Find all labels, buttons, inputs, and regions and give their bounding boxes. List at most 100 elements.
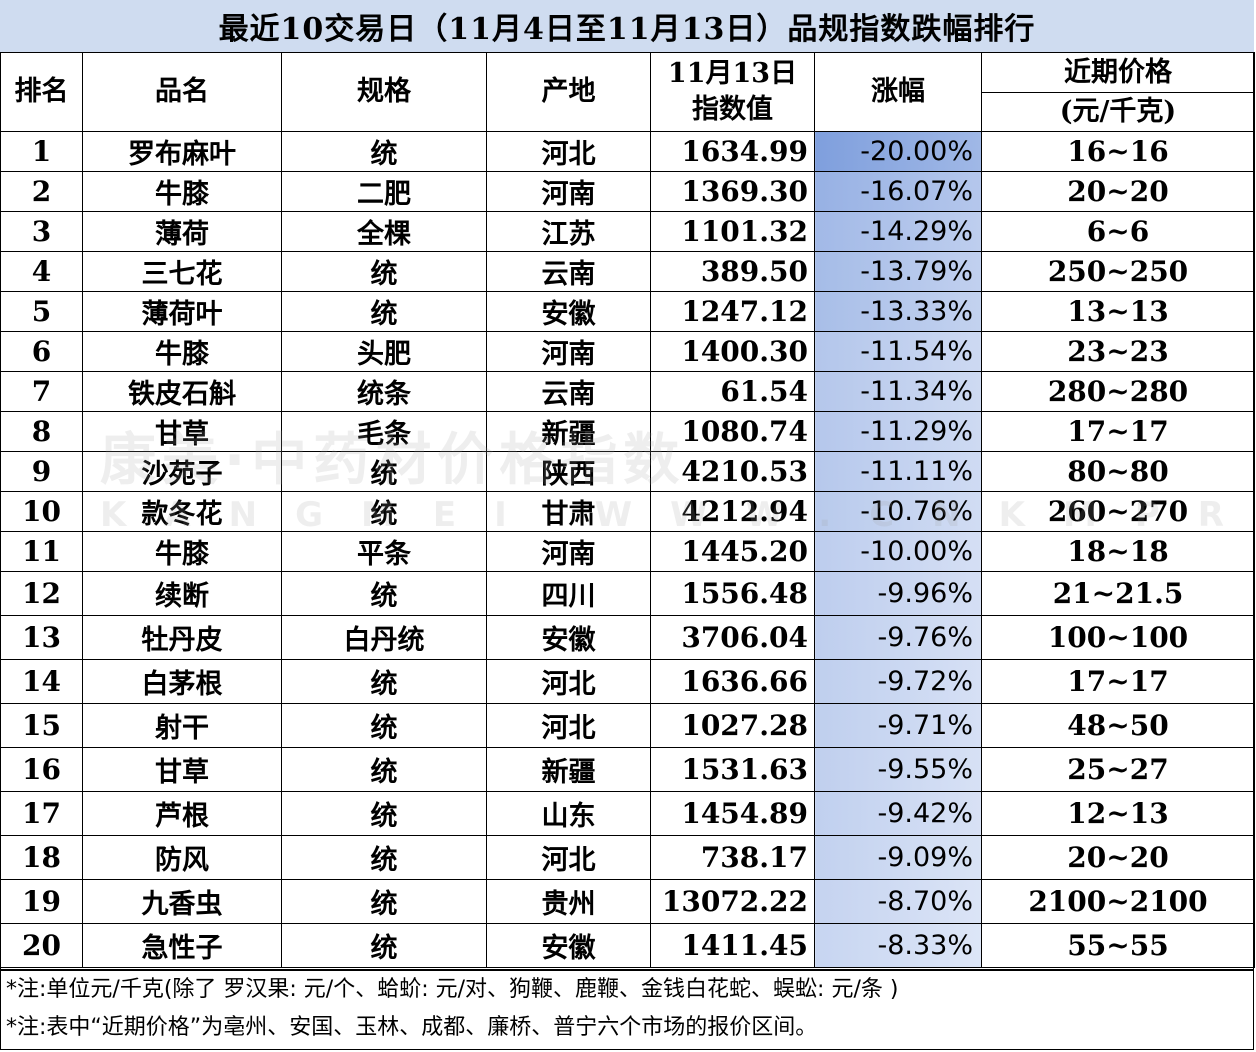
rank-cell: 3 [0, 211, 83, 252]
table-row: 2 牛膝 二肥 河南 1369.30 -16.07% 20~20 [0, 171, 1255, 212]
spec-cell: 二肥 [281, 171, 487, 212]
name-cell: 续断 [82, 571, 282, 616]
rank-cell: 20 [0, 923, 83, 968]
header-index-line2: 指数值 [692, 94, 773, 125]
table-row: 19 九香虫统贵州 13072.22 -8.70% 2100~2100 [0, 879, 1255, 924]
price-cell: 2100~2100 [981, 879, 1255, 924]
price-cell: 260~270 [981, 491, 1255, 532]
table-body: 1 罗布麻叶统河北 1634.99 -20.00% 16~16 2 牛膝 二肥 河南 1369.3… [0, 131, 1255, 968]
header-change: 涨幅 [814, 52, 982, 132]
table-row: 10 款冬花统甘肃 4212.94 -10.76% 260~270 [0, 491, 1255, 532]
table-row: 1 罗布麻叶统河北 1634.99 -20.00% 16~16 [0, 131, 1255, 172]
rank-cell: 18 [0, 835, 83, 880]
rank-cell: 7 [0, 371, 83, 412]
rank-cell: 16 [0, 747, 83, 792]
price-cell: 17~17 [981, 659, 1255, 704]
spec-cell: 统条 [281, 371, 487, 412]
index-cell: 61.54 [650, 371, 815, 412]
spec-cell: 统 [281, 571, 487, 616]
spec-cell: 统 [281, 659, 487, 704]
origin-cell: 陕西 [486, 451, 651, 492]
table-row: 6 牛膝 头肥 河南 1400.30 -11.54% 23~23 [0, 331, 1255, 372]
index-cell: 1445.20 [650, 531, 815, 572]
spec-cell: 统 [281, 491, 487, 532]
table-row: 9 沙苑子统陕西 4210.53 -11.11% 80~80 [0, 451, 1255, 492]
origin-cell: 河南 [486, 331, 651, 372]
change-cell: -13.33% [814, 291, 982, 332]
header-index-line1: 11月13日 [667, 58, 798, 89]
spec-cell: 白丹统 [281, 615, 487, 660]
name-cell: 急性子 [82, 923, 282, 968]
price-cell: 6~6 [981, 211, 1255, 252]
name-cell: 牛膝 [82, 331, 282, 372]
spec-cell: 统 [281, 923, 487, 968]
rank-cell: 17 [0, 791, 83, 836]
index-cell: 1531.63 [650, 747, 815, 792]
change-cell: -13.79% [814, 251, 982, 292]
index-cell: 389.50 [650, 251, 815, 292]
origin-cell: 贵州 [486, 879, 651, 924]
table-row: 7 铁皮石斛 统条 云南 61.54 -11.34% 280~280 [0, 371, 1255, 412]
index-cell: 1101.32 [650, 211, 815, 252]
rank-cell: 14 [0, 659, 83, 704]
price-cell: 20~20 [981, 171, 1255, 212]
price-cell: 16~16 [981, 131, 1255, 172]
index-cell: 1636.66 [650, 659, 815, 704]
table-row: 5 薄荷叶统安徽 1247.12 -13.33% 13~13 [0, 291, 1255, 332]
rank-cell: 2 [0, 171, 83, 212]
rank-cell: 10 [0, 491, 83, 532]
origin-cell: 江苏 [486, 211, 651, 252]
price-cell: 48~50 [981, 703, 1255, 748]
rank-cell: 8 [0, 411, 83, 452]
change-cell: -9.71% [814, 703, 982, 748]
rank-cell: 15 [0, 703, 83, 748]
table-row: 20 急性子统安徽 1411.45 -8.33% 55~55 [0, 923, 1255, 968]
index-cell: 738.17 [650, 835, 815, 880]
footnote-price-range: *注:表中“近期价格”为亳州、安国、玉林、成都、廉桥、普宁六个市场的报价区间。 [6, 1015, 818, 1040]
rank-cell: 5 [0, 291, 83, 332]
spec-cell: 头肥 [281, 331, 487, 372]
name-cell: 牛膝 [82, 171, 282, 212]
change-cell: -8.33% [814, 923, 982, 968]
name-cell: 芦根 [82, 791, 282, 836]
table-row: 12 续断统四川 1556.48 -9.96% 21~21.5 [0, 571, 1255, 616]
index-cell: 1247.12 [650, 291, 815, 332]
header-name: 品名 [82, 52, 282, 132]
rank-cell: 19 [0, 879, 83, 924]
origin-cell: 河北 [486, 703, 651, 748]
spec-cell: 统 [281, 131, 487, 172]
price-cell: 55~55 [981, 923, 1255, 968]
name-cell: 铁皮石斛 [82, 371, 282, 412]
name-cell: 罗布麻叶 [82, 131, 282, 172]
name-cell: 射干 [82, 703, 282, 748]
origin-cell: 山东 [486, 791, 651, 836]
change-cell: -11.54% [814, 331, 982, 372]
header-price-line2: (元/千克) [1059, 96, 1177, 127]
spec-cell: 统 [281, 747, 487, 792]
name-cell: 款冬花 [82, 491, 282, 532]
footnotes: *注:单位元/千克(除了 罗汉果: 元/个、蛤蚧: 元/对、狗鞭、鹿鞭、金钱白花… [0, 969, 1254, 1050]
header-price-line1: 近期价格 [982, 54, 1254, 93]
origin-cell: 安徽 [486, 923, 651, 968]
rank-cell: 13 [0, 615, 83, 660]
index-cell: 1027.28 [650, 703, 815, 748]
change-cell: -10.00% [814, 531, 982, 572]
index-cell: 1556.48 [650, 571, 815, 616]
header-row: 排名 品名 规格 产地 11月13日 指数值 涨幅 近期价格 (元/千克) [0, 52, 1255, 132]
origin-cell: 安徽 [486, 291, 651, 332]
change-cell: -9.72% [814, 659, 982, 704]
name-cell: 沙苑子 [82, 451, 282, 492]
index-cell: 4212.94 [650, 491, 815, 532]
origin-cell: 云南 [486, 371, 651, 412]
change-cell: -9.96% [814, 571, 982, 616]
change-cell: -11.11% [814, 451, 982, 492]
rank-cell: 6 [0, 331, 83, 372]
price-cell: 80~80 [981, 451, 1255, 492]
index-cell: 1080.74 [650, 411, 815, 452]
table-row: 18 防风统河北 738.17 -9.09% 20~20 [0, 835, 1255, 880]
spec-cell: 统 [281, 879, 487, 924]
name-cell: 牡丹皮 [82, 615, 282, 660]
change-cell: -9.09% [814, 835, 982, 880]
footnote-unit: *注:单位元/千克(除了 罗汉果: 元/个、蛤蚧: 元/对、狗鞭、鹿鞭、金钱白花… [6, 977, 899, 1002]
table-row: 3 薄荷 全棵 江苏 1101.32 -14.29% 6~6 [0, 211, 1255, 252]
